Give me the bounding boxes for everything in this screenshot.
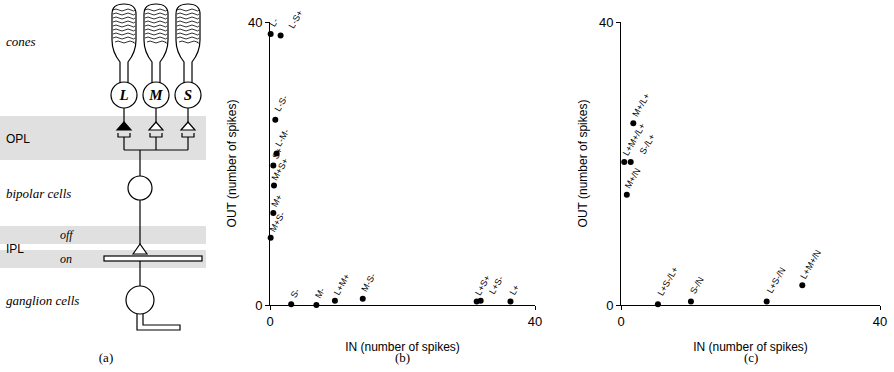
svg-text:L-M-: L-M- [273, 127, 291, 148]
svg-text:M: M [148, 87, 163, 103]
svg-text:M-S-: M-S- [359, 272, 377, 294]
svg-text:L+M+/N: L+M+/N [798, 248, 823, 281]
svg-text:(c): (c) [744, 350, 758, 365]
svg-text:L+S-/L+: L+S-/L+ [655, 265, 680, 298]
svg-text:M+S+: M+S+ [270, 156, 291, 182]
svg-text:S-/N: S-/N [688, 275, 706, 296]
svg-text:L-S+: L-S+ [286, 8, 304, 30]
svg-text:off: off [60, 228, 74, 242]
svg-text:L+M+: L+M+ [332, 272, 352, 297]
svg-text:bipolar cells: bipolar cells [6, 186, 71, 201]
svg-text:IN (number of spikes): IN (number of spikes) [693, 340, 808, 354]
svg-text:0: 0 [617, 314, 624, 329]
svg-text:M+/N: M+/N [623, 166, 643, 190]
svg-text:L-: L- [268, 16, 281, 28]
svg-text:M-: M- [313, 286, 327, 300]
svg-text:L+S+: L+S+ [473, 273, 492, 297]
svg-text:OUT (number of spikes): OUT (number of spikes) [576, 100, 590, 228]
svg-text:IPL: IPL [6, 242, 24, 256]
svg-text:L+S-/N: L+S-/N [765, 266, 788, 295]
svg-text:ganglion cells: ganglion cells [6, 293, 79, 308]
svg-text:L+S-: L+S- [487, 274, 505, 296]
svg-text:(a): (a) [99, 350, 113, 365]
svg-text:M+S-: M+S- [268, 210, 288, 234]
svg-text:40: 40 [873, 314, 887, 329]
svg-text:L: L [118, 87, 128, 103]
svg-text:(b): (b) [395, 350, 410, 365]
svg-text:S: S [184, 87, 192, 103]
svg-text:40: 40 [599, 15, 613, 30]
svg-text:40: 40 [248, 15, 262, 30]
svg-text:0: 0 [266, 314, 273, 329]
svg-text:S-: S- [289, 287, 302, 300]
svg-text:M+: M+ [269, 193, 284, 209]
svg-text:0: 0 [606, 298, 613, 313]
svg-text:0: 0 [255, 298, 262, 313]
svg-text:40: 40 [528, 314, 542, 329]
svg-text:M+/L+: M+/L+ [630, 91, 651, 118]
svg-text:S+: S+ [270, 146, 284, 161]
svg-text:L-S-: L-S- [273, 93, 290, 113]
svg-text:L+M+/L+: L+M+/L+ [621, 122, 648, 158]
svg-text:IN (number of spikes): IN (number of spikes) [345, 340, 460, 354]
svg-text:on: on [60, 252, 72, 266]
svg-text:L+: L+ [508, 283, 522, 297]
svg-text:OPL: OPL [6, 132, 30, 146]
svg-text:OUT (number of spikes): OUT (number of spikes) [225, 100, 239, 228]
svg-text:cones: cones [6, 34, 36, 49]
svg-text:S-/L+: S-/L+ [638, 132, 658, 156]
